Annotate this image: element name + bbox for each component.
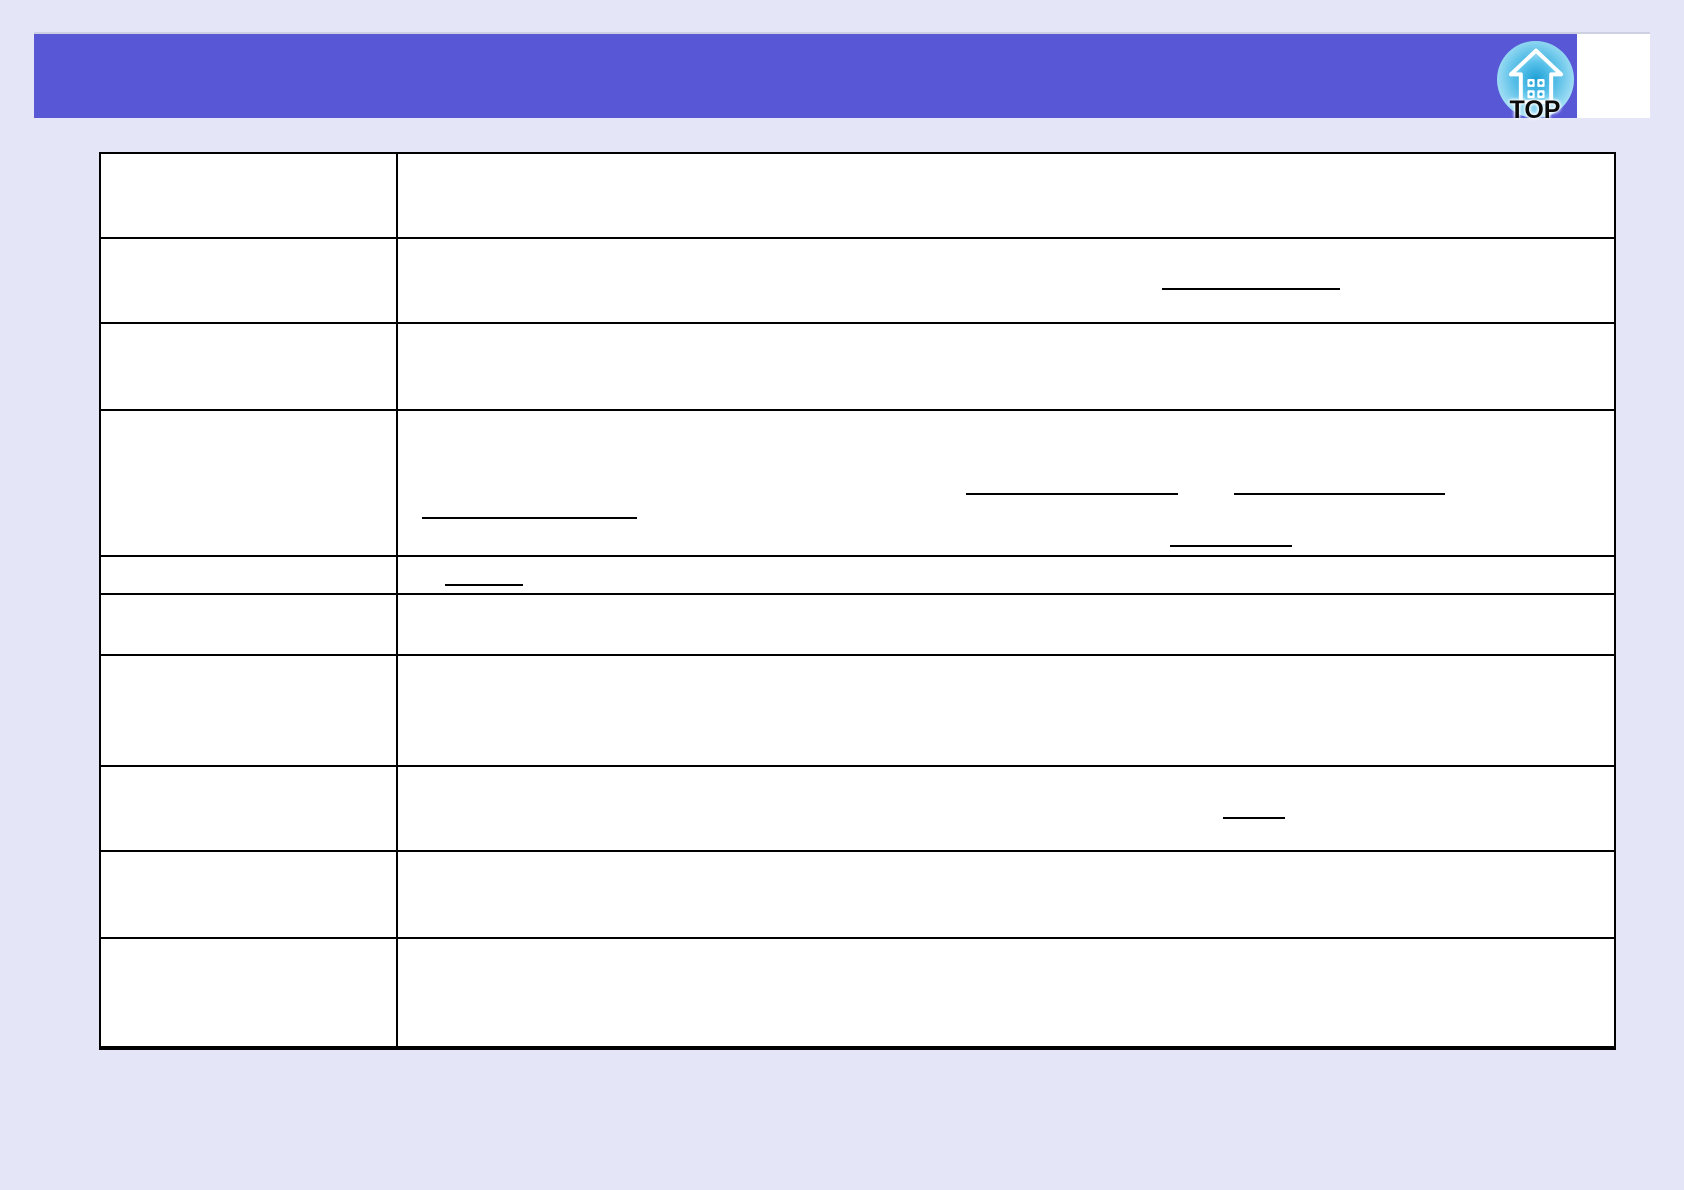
link-underline[interactable] [1234, 493, 1445, 495]
table-row [101, 595, 1614, 656]
term-cell [101, 324, 398, 409]
term-cell [101, 656, 398, 765]
link-underline[interactable] [1223, 817, 1285, 819]
page-number-box [1577, 34, 1650, 118]
definition-cell [398, 656, 1614, 765]
definition-cell [398, 557, 1614, 593]
link-underline[interactable] [422, 517, 637, 519]
definition-cell [398, 411, 1614, 555]
definition-cell [398, 939, 1614, 1046]
definition-cell [398, 767, 1614, 850]
term-cell [101, 852, 398, 937]
definition-cell [398, 239, 1614, 322]
table-row [101, 852, 1614, 939]
table-row [101, 411, 1614, 557]
content-table [99, 152, 1616, 1050]
table-row [101, 557, 1614, 595]
link-underline[interactable] [1170, 545, 1292, 547]
table-row [101, 656, 1614, 767]
table-row [101, 767, 1614, 852]
table-row [101, 239, 1614, 324]
table-row [101, 324, 1614, 411]
term-cell [101, 154, 398, 237]
home-icon [1508, 48, 1564, 105]
term-cell [101, 939, 398, 1046]
top-button-label[interactable]: TOP [1509, 96, 1561, 124]
definition-cell [398, 324, 1614, 409]
link-underline[interactable] [445, 584, 523, 586]
link-underline[interactable] [1162, 288, 1340, 290]
link-underline[interactable] [966, 493, 1178, 495]
table-row [101, 154, 1614, 239]
term-cell [101, 557, 398, 593]
definition-cell [398, 595, 1614, 654]
top-button[interactable]: TOP [1495, 41, 1575, 124]
term-cell [101, 595, 398, 654]
definition-cell [398, 852, 1614, 937]
term-cell [101, 767, 398, 850]
table-row [101, 939, 1614, 1048]
header-bar: TOP [34, 32, 1650, 124]
term-cell [101, 411, 398, 555]
term-cell [101, 239, 398, 322]
definition-cell [398, 154, 1614, 237]
